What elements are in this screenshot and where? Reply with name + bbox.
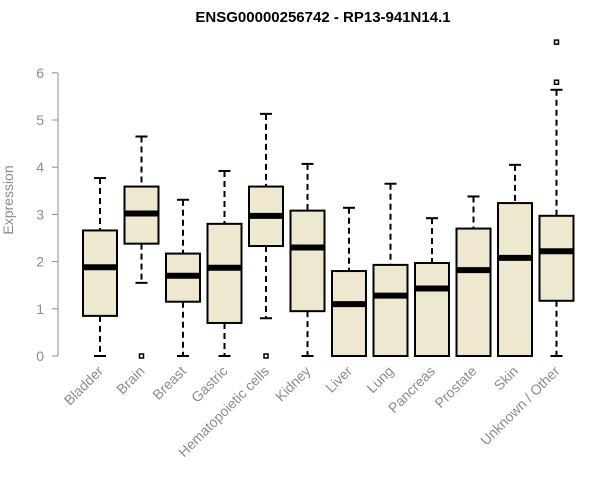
box-8 [414, 217, 450, 357]
box-9 [455, 195, 492, 357]
outlier-point [553, 39, 560, 45]
iqr-box [82, 229, 118, 317]
iqr-box [538, 214, 575, 302]
y-axis-ticks: 0 1 2 3 4 5 6 [36, 65, 58, 364]
box-10 [497, 163, 533, 357]
box-7 [372, 182, 409, 357]
x-tick-label-10: Skin [491, 363, 522, 394]
x-tick-label-9: Prostate [431, 363, 479, 411]
box-2 [165, 198, 201, 357]
x-tick-label-7: Lung [363, 363, 396, 396]
y-tick-label-1: 1 [36, 301, 44, 317]
chart-title: ENSG00000256742 - RP13-941N14.1 [195, 9, 450, 26]
iqr-box [289, 209, 326, 313]
outlier-point [263, 353, 269, 359]
x-tick-label-11: Unknown / Other [477, 363, 563, 449]
box-5 [289, 162, 326, 357]
iqr-box [455, 227, 492, 357]
iqr-box [497, 202, 533, 357]
y-axis-title: Expression [0, 165, 16, 234]
box-11 [538, 39, 575, 357]
y-tick-label-0: 0 [36, 348, 44, 364]
y-tick-label-3: 3 [36, 206, 44, 222]
x-tick-label-5: Kidney [272, 363, 314, 405]
iqr-box [331, 270, 367, 358]
y-tick-label-5: 5 [36, 112, 44, 128]
outlier-point [138, 353, 145, 359]
x-tick-label-0: Bladder [61, 363, 107, 409]
boxes-group [82, 39, 575, 359]
x-tick-label-1: Brain [113, 363, 147, 397]
x-tick-label-6: Liver [322, 363, 355, 396]
iqr-box [414, 262, 450, 357]
y-tick-label-6: 6 [36, 65, 44, 81]
box-1 [123, 135, 160, 359]
box-0 [82, 177, 118, 357]
box-6 [331, 206, 367, 358]
outlier-point [553, 79, 560, 85]
iqr-box [372, 263, 409, 357]
iqr-box [206, 222, 243, 324]
box-3 [206, 169, 243, 357]
x-tick-label-2: Breast [149, 363, 189, 403]
y-tick-label-4: 4 [36, 159, 44, 175]
y-tick-label-2: 2 [36, 254, 44, 270]
box-4 [248, 112, 284, 359]
